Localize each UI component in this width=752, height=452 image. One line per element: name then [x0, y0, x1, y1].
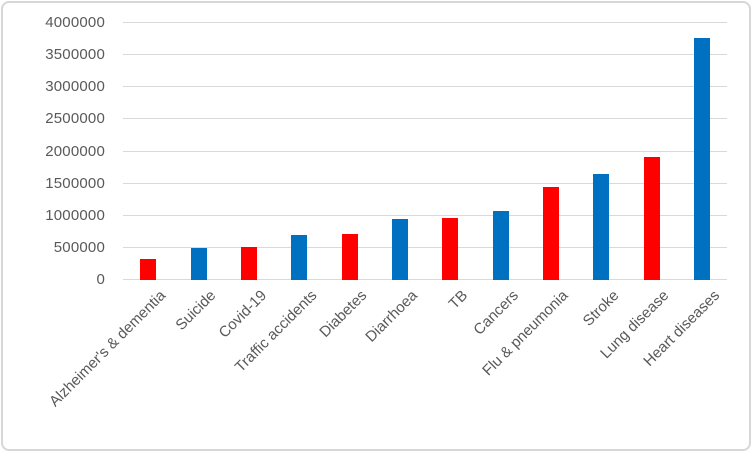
bar-diabetes [341, 234, 358, 280]
y-tick-label: 500000 [53, 238, 105, 256]
bar-cancers [492, 210, 509, 280]
gridline [123, 150, 727, 152]
gridline [123, 182, 727, 184]
x-category-label: Stroke [579, 287, 623, 330]
y-tick-label: 2000000 [45, 142, 105, 160]
y-tick-label: 0 [96, 271, 105, 288]
bar-alzheimer-s-dementia [140, 259, 157, 280]
gridline [123, 22, 727, 23]
x-category-label: Suicide [172, 287, 220, 334]
bar-covid-19 [240, 246, 257, 280]
x-category-label: Covid-19 [215, 287, 270, 342]
y-tick-label: 4000000 [45, 14, 105, 31]
plot-area [123, 22, 727, 280]
x-category-label: Diarrhoea [362, 287, 421, 346]
y-tick-label: 2500000 [45, 110, 105, 128]
bar-stroke [593, 174, 610, 280]
bar-heart-diseases [693, 37, 710, 280]
gridline [123, 246, 727, 248]
bar-diarrhoea [391, 219, 408, 280]
y-tick-label: 3500000 [45, 46, 105, 64]
bar-suicide [190, 247, 207, 280]
y-tick-label: 1500000 [45, 174, 105, 192]
gridline [123, 214, 727, 216]
gridline [123, 279, 727, 280]
x-category-label: Flu & pneumonia [479, 287, 572, 380]
x-category-label: Cancers [470, 287, 522, 339]
x-category-label: TB [445, 287, 472, 313]
x-category-label: Alzheimer's & dementia [46, 287, 170, 411]
y-axis: 0 500000 1000000 1500000 2000000 2500000 30000… [0, 0, 110, 300]
bar-traffic-accidents [291, 234, 308, 280]
x-category-label: Heart diseases [640, 287, 723, 370]
gridline [123, 86, 727, 88]
x-category-label: Traffic accidents [231, 287, 321, 376]
x-category-label: Lung disease [597, 287, 673, 363]
bar-flu-pneumonia [542, 187, 559, 280]
gridline [123, 54, 727, 56]
bar-tb [442, 217, 459, 280]
bar-lung-disease [643, 157, 660, 280]
y-tick-label: 1000000 [45, 206, 105, 224]
x-category-label: Diabetes [316, 287, 371, 341]
y-tick-label: 3000000 [45, 78, 105, 96]
gridline [123, 118, 727, 120]
